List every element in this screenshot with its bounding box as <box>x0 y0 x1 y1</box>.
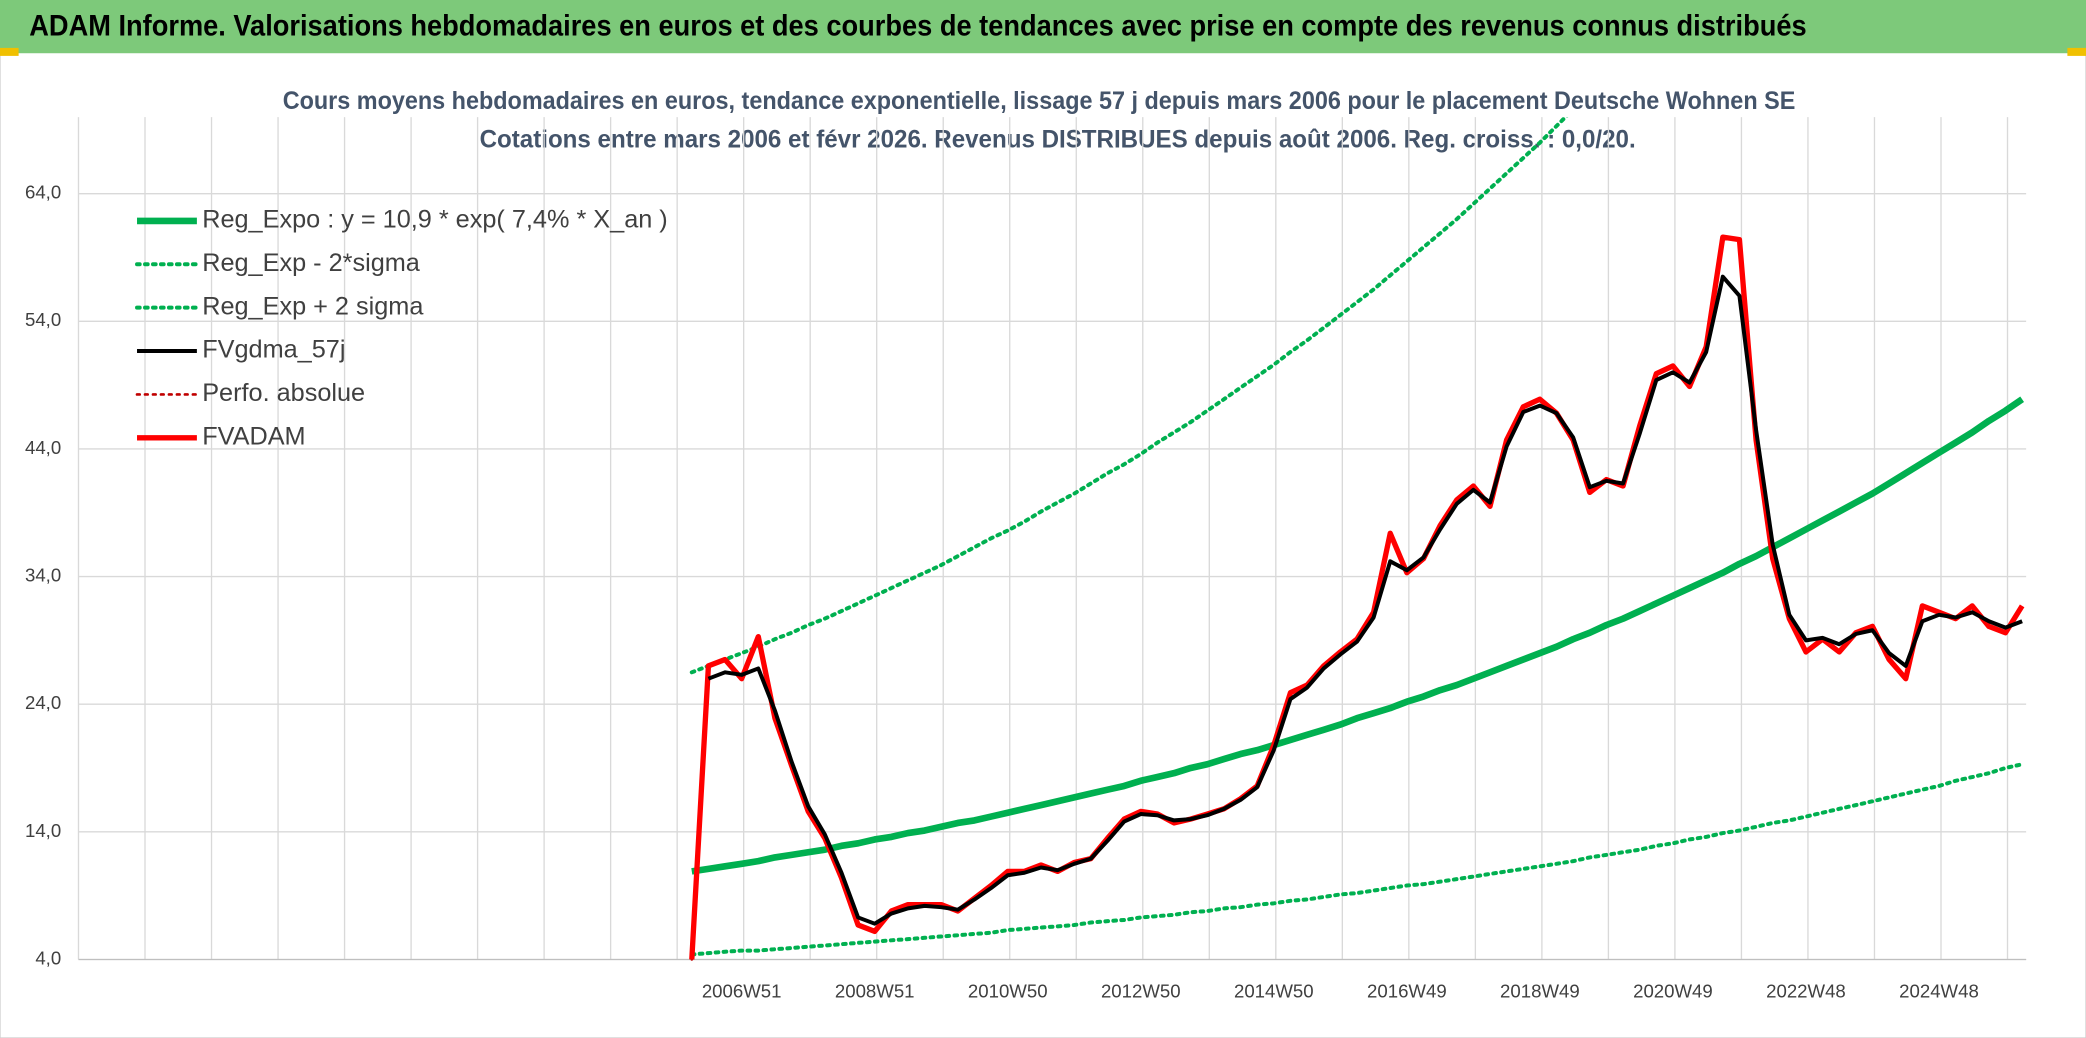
corner <box>2067 47 2086 56</box>
series-line <box>707 274 2023 926</box>
y-tick-label: 64,0 <box>25 182 61 203</box>
header-band <box>0 0 2086 54</box>
chart-subtitle: Cotations entre mars 2006 et févr 2026. … <box>480 126 1636 154</box>
x-tick-label: 2006W51 <box>702 981 782 1002</box>
legend-label: Reg_Exp - 2*sigma <box>202 249 421 277</box>
x-tick-label: 2022W48 <box>1766 981 1846 1002</box>
y-tick-label: 44,0 <box>25 437 61 458</box>
y-tick-label: 14,0 <box>25 820 61 841</box>
y-tick-label: 54,0 <box>25 309 61 330</box>
x-tick-label: 2008W51 <box>835 981 915 1002</box>
y-tick-label: 24,0 <box>25 692 61 713</box>
series-line <box>689 762 2025 957</box>
y-tick-label: 4,0 <box>35 947 61 968</box>
legend-label: Perfo. absolue <box>202 379 365 407</box>
x-tick-label: 2016W49 <box>1367 981 1447 1002</box>
legend-label: Reg_Exp + 2 sigma <box>202 292 424 320</box>
vertical-grid <box>77 117 2009 960</box>
x-tick-label: 2020W49 <box>1633 981 1713 1002</box>
chart-title: Cours moyens hebdomadaires en euros, ten… <box>283 87 1796 115</box>
x-tick-label: 2012W50 <box>1101 981 1181 1002</box>
x-tick-label: 2010W50 <box>968 981 1048 1002</box>
x-tick-label: 2018W49 <box>1500 981 1580 1002</box>
x-tick-label: 2014W50 <box>1234 981 1314 1002</box>
plot-area <box>689 117 2025 961</box>
x-tick-label: 2024W48 <box>1899 981 1979 1002</box>
legend-label: Reg_Expo : y = 10,9 * exp( 7,4% * X_an ) <box>202 206 668 234</box>
series-line <box>691 396 2025 875</box>
legend-label: FVADAM <box>202 422 305 450</box>
corner <box>0 47 19 56</box>
legend-label: FVgdma_57j <box>202 336 345 364</box>
series-line <box>689 117 1569 675</box>
y-tick-label: 34,0 <box>25 565 61 586</box>
header-title: ADAM Informe. Valorisations hebdomadaire… <box>29 11 1806 43</box>
